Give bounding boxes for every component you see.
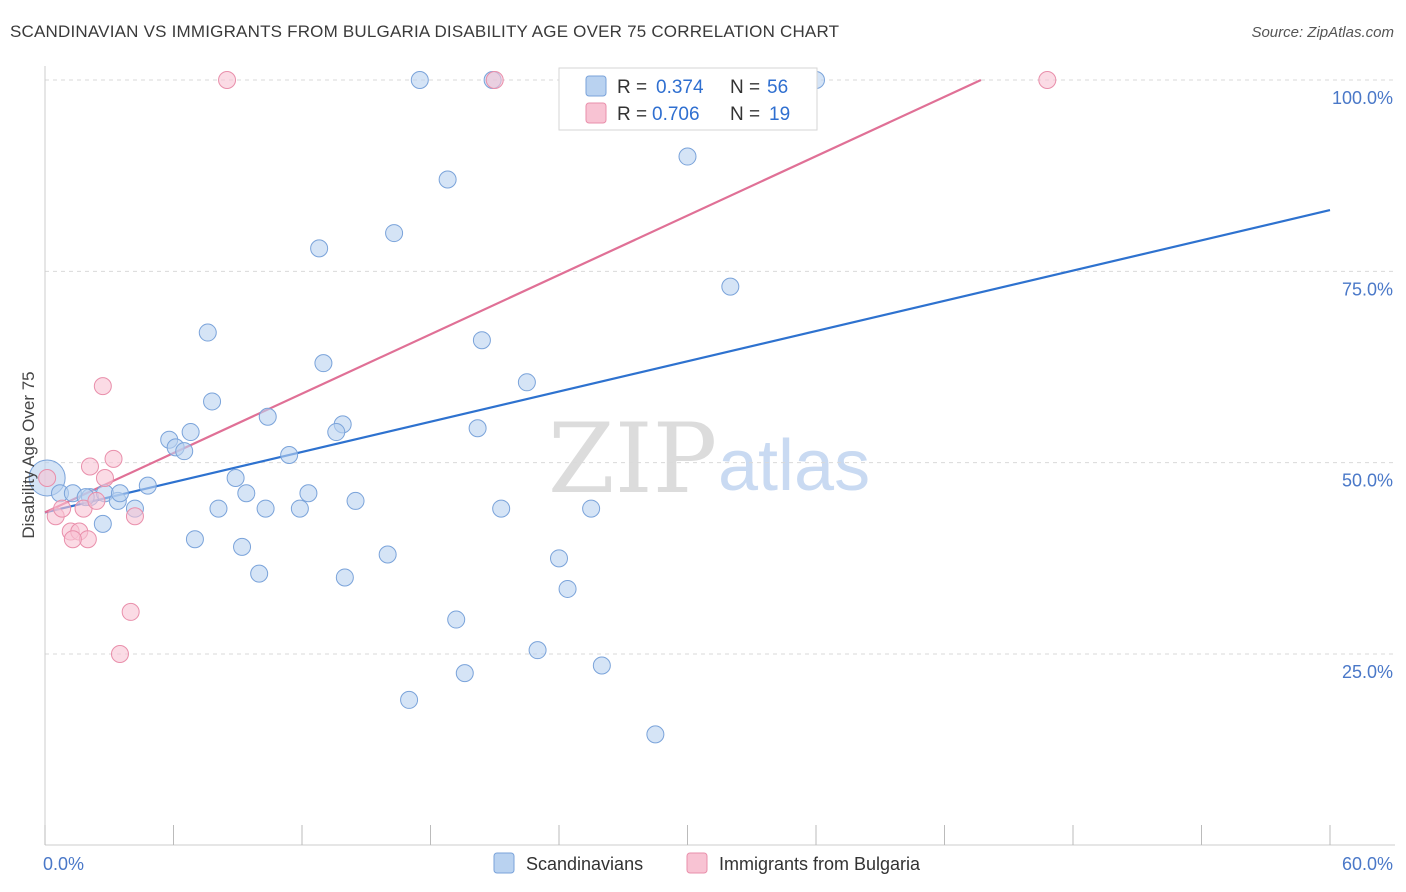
legend-n-label-2: N = (730, 104, 760, 125)
data-point (472, 331, 491, 350)
chart-title: SCANDINAVIAN VS IMMIGRANTS FROM BULGARIA… (10, 22, 840, 41)
data-point (385, 224, 404, 243)
data-point (290, 499, 309, 518)
data-point (125, 507, 144, 526)
legend: R = 0.374 N = 56 R = 0.706 N = 19 (558, 67, 818, 131)
trend-lines (44, 79, 1331, 514)
gridlines (45, 79, 1395, 655)
data-point (258, 407, 277, 426)
y-tick-label: 100.0% (1332, 88, 1393, 108)
bottom-legend-bulgaria: Immigrants from Bulgaria (719, 854, 921, 874)
data-point (198, 323, 217, 342)
legend-r-value-1: 0.374 (656, 77, 704, 98)
data-point (550, 549, 568, 568)
data-point (110, 484, 129, 503)
bottom-legend-swatch-bulgaria (686, 852, 708, 874)
data-point (181, 423, 200, 442)
x-tick-label: 60.0% (1342, 854, 1393, 874)
trend-line-scandinavians (44, 209, 1331, 514)
data-point (558, 579, 577, 598)
legend-swatch-scandinavians (585, 75, 607, 97)
trend-line-bulgaria (44, 79, 982, 514)
y-tick-label: 75.0% (1342, 279, 1393, 299)
data-point (209, 499, 228, 518)
x-tick-label: 0.0% (43, 854, 84, 874)
y-axis-label: Disability Age Over 75 (19, 371, 38, 538)
watermark-atlas: atlas (718, 426, 870, 506)
data-point (93, 514, 112, 533)
data-point (218, 71, 237, 89)
bottom-legend: Scandinavians Immigrants from Bulgaria (493, 852, 921, 874)
data-point (78, 530, 97, 549)
data-point (95, 468, 114, 487)
data-point (592, 656, 611, 675)
data-point (492, 499, 511, 518)
data-point (250, 564, 269, 583)
data-point (110, 645, 129, 663)
data-point (256, 499, 275, 518)
data-point (447, 610, 466, 629)
data-point (53, 499, 72, 518)
data-point (237, 484, 256, 503)
y-tick-label: 50.0% (1342, 471, 1393, 491)
legend-r-value-2: 0.706 (652, 104, 700, 125)
data-point (678, 147, 697, 166)
data-point (314, 354, 333, 373)
data-point (327, 423, 346, 442)
data-point (346, 491, 365, 510)
legend-n-label-1: N = (730, 77, 760, 98)
x-tick-labels: 0.0% 60.0% (43, 854, 1393, 874)
data-point (299, 484, 318, 503)
data-point (438, 170, 457, 189)
data-point (517, 373, 536, 392)
data-point (93, 377, 112, 396)
data-point (233, 537, 252, 556)
data-point (63, 530, 82, 549)
data-point (528, 641, 547, 660)
data-point (378, 545, 397, 564)
data-point (721, 277, 740, 296)
data-point (138, 476, 157, 495)
data-point (646, 725, 665, 744)
data-point (1038, 71, 1057, 89)
y-tick-label: 25.0% (1342, 662, 1393, 682)
data-point (104, 449, 123, 468)
series-bulgaria (38, 71, 1057, 663)
data-point (468, 419, 487, 438)
data-point (400, 690, 419, 709)
data-point (226, 468, 245, 487)
source-label: Source: ZipAtlas.com (1251, 24, 1394, 41)
y-tick-labels: 25.0% 50.0% 75.0% 100.0% (1332, 88, 1393, 682)
data-points (28, 71, 1057, 744)
watermark-zip: ZIP (548, 403, 717, 515)
legend-n-value-2: 19 (769, 104, 790, 125)
data-point (582, 499, 601, 518)
legend-r-label-1: R = (617, 77, 647, 98)
data-point (80, 457, 99, 476)
data-point (87, 491, 106, 510)
data-point (410, 71, 429, 89)
bottom-legend-scandinavians: Scandinavians (526, 854, 643, 874)
data-point (175, 442, 194, 461)
data-point (485, 71, 504, 89)
axes (44, 66, 1395, 846)
legend-n-value-1: 56 (767, 77, 788, 98)
data-point (280, 446, 299, 465)
data-point (185, 530, 204, 549)
data-point (38, 468, 57, 487)
bottom-legend-swatch-scandinavians (493, 852, 515, 874)
data-point (121, 602, 140, 621)
legend-r-label-2: R = (617, 104, 647, 125)
data-point (455, 664, 474, 683)
legend-swatch-bulgaria (585, 102, 607, 124)
data-point (310, 239, 329, 258)
data-point (203, 392, 222, 411)
data-point (335, 568, 354, 587)
